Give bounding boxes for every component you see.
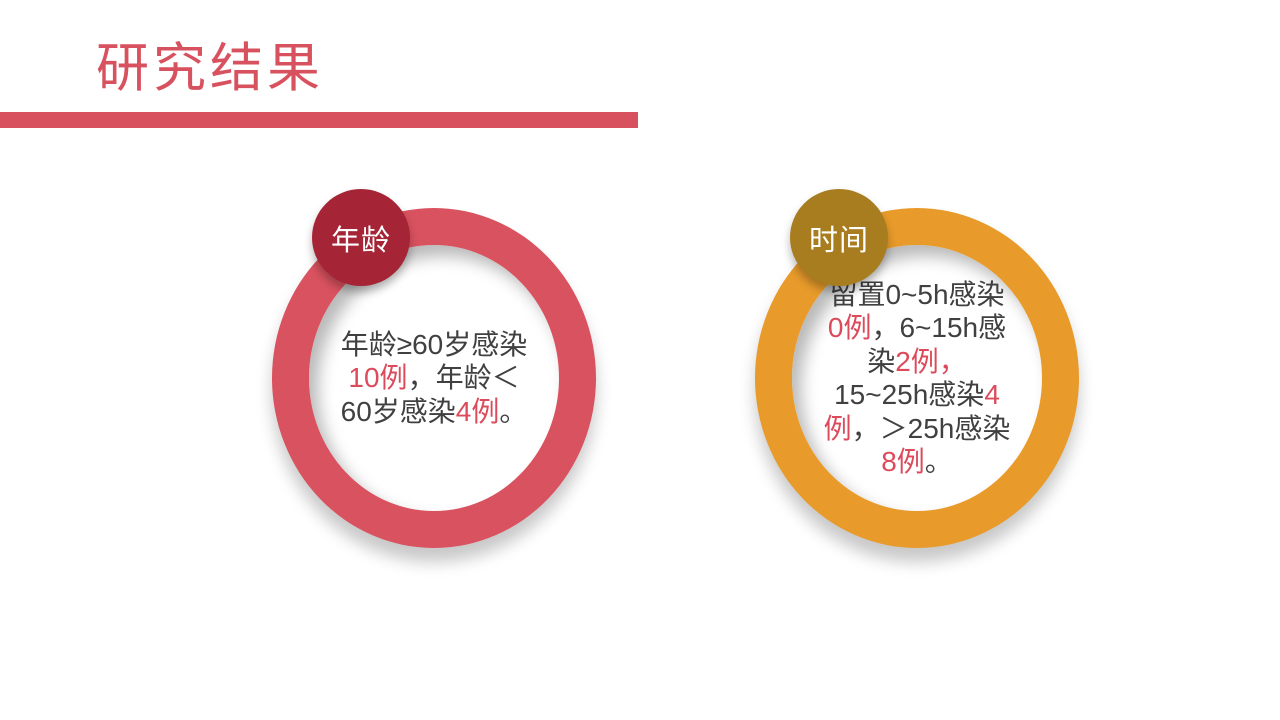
highlight-value: 4 (984, 379, 1000, 410)
ring-card-time: 留置0~5h感染 0例，6~15h感 染2例， 15~25h感染4 例，＞25h感染 8例… (755, 189, 1079, 548)
highlight-value: 例 (823, 412, 852, 444)
highlight-value: 4例 (455, 395, 500, 427)
text-segment: 。 (499, 395, 528, 427)
text-segment: 60岁感染 (340, 395, 456, 427)
text-line: 10例，年龄＜ (348, 361, 519, 395)
text-line: 0例，6~15h感 (828, 311, 1006, 345)
highlight-value: 2例， (895, 345, 967, 377)
text-line: 染2例， (867, 345, 967, 379)
text-line: 15~25h感染4 (834, 378, 1000, 412)
page-title: 研究结果 (96, 39, 324, 98)
badge-age: 年龄 (312, 189, 410, 286)
text-line: 年龄≥60岁感染 (341, 328, 528, 362)
badge-age-label: 年龄 (330, 224, 391, 257)
title-underline-bar (0, 112, 638, 128)
text-line: 留置0~5h感染 (829, 278, 1004, 312)
ring-text-time: 留置0~5h感染 0例，6~15h感 染2例， 15~25h感染4 例，＞25h感染 8例… (792, 245, 1042, 511)
badge-time: 时间 (790, 189, 888, 286)
text-segment: 。 (924, 446, 953, 477)
text-segment: 留置0~5h感染 (829, 278, 1005, 310)
highlight-value: 8例 (881, 446, 925, 477)
text-line: 8例。 (881, 445, 953, 479)
text-segment: ，＞25h感染 (851, 412, 1011, 444)
text-segment: 15~25h感染 (834, 379, 985, 410)
text-line: 60岁感染4例。 (341, 395, 528, 429)
text-segment: 年龄≥60岁感染 (340, 328, 528, 360)
highlight-value: 0例 (827, 312, 872, 343)
text-segment: 染 (867, 345, 896, 377)
text-segment: ，6~15h感 (871, 312, 1007, 343)
ring-text-age: 年龄≥60岁感染 10例，年龄＜ 60岁感染4例。 (309, 245, 559, 511)
ring-card-age: 年龄≥60岁感染 10例，年龄＜ 60岁感染4例。 年龄 (272, 189, 596, 548)
highlight-value: 10例 (348, 362, 408, 394)
badge-time-label: 时间 (808, 224, 869, 257)
text-line: 例，＞25h感染 (824, 412, 1011, 446)
text-segment: ，年龄＜ (407, 362, 520, 394)
